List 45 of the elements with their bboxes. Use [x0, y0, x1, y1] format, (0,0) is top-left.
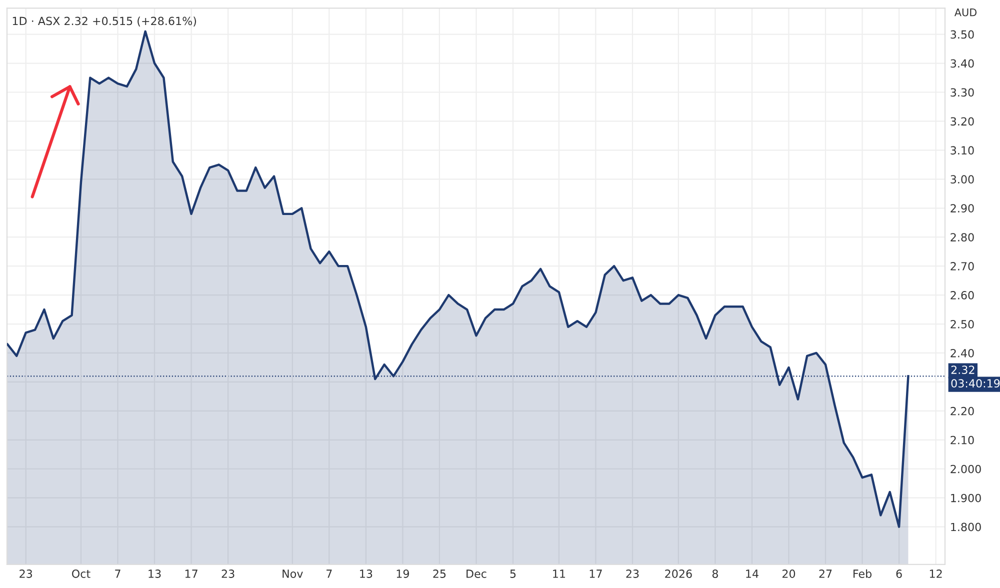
y-tick-label: 2.90	[950, 204, 974, 213]
x-tick-label: 11	[553, 570, 565, 578]
x-tick-label: 25	[433, 570, 446, 578]
x-tick-label: Nov	[282, 570, 303, 578]
y-tick-label: 3.40	[950, 59, 974, 68]
x-tick-label: 14	[746, 570, 758, 578]
x-tick-label: 8	[712, 570, 718, 578]
y-tick-label: 3.00	[950, 175, 974, 184]
x-tick-label: 13	[148, 570, 161, 578]
x-tick-label: 7	[326, 570, 332, 578]
y-tick-label: 2.000	[950, 464, 981, 474]
x-tick-label: 27	[819, 570, 832, 578]
y-tick-label: 2.20	[950, 406, 974, 416]
x-tick-label: 12	[930, 570, 942, 578]
text: 03:40:19	[951, 379, 1000, 388]
y-tick-label: 2.50	[950, 320, 974, 328]
y-tick-label: 3.20	[950, 117, 974, 126]
x-tick-label: 23	[626, 570, 639, 578]
x-tick-label: 17	[590, 570, 602, 578]
x-tick-label: Dec	[466, 570, 486, 578]
x-tick-label: Feb	[854, 569, 872, 578]
y-axis-title: AUD	[954, 8, 977, 16]
y-tick-label: 3.30	[950, 88, 974, 97]
y-tick-label: 2.70	[950, 262, 974, 270]
x-tick-label: 6	[896, 570, 902, 578]
y-tick-label: 3.10	[950, 146, 974, 155]
x-tick-label: 23	[20, 570, 32, 578]
ref-line-label: 2.32	[951, 366, 974, 374]
x-tick-label: 2026	[665, 570, 692, 578]
y-tick-label: 2.80	[950, 233, 974, 242]
x-tick-label: 13	[360, 570, 372, 578]
y-tick-label: 1.800	[951, 522, 981, 532]
y-tick-label: 2.40	[950, 348, 974, 358]
x-tick-label: Oct	[72, 570, 90, 578]
x-tick-label: 23	[222, 570, 234, 578]
y-tick-label: 2.60	[950, 291, 974, 300]
y-tick-label: 2.10	[950, 436, 974, 444]
y-tick-label: 3.50	[950, 30, 974, 39]
x-tick-label: 20	[782, 570, 796, 578]
x-tick-label: 5	[510, 570, 516, 578]
text: 1D · ASX 2.32 +0.515 (+28.61%)	[12, 16, 196, 26]
y-tick-label: 1.900	[951, 494, 981, 502]
x-tick-label: 17	[185, 570, 198, 578]
x-tick-label: 19	[396, 570, 409, 578]
x-tick-label: 7	[115, 570, 120, 578]
